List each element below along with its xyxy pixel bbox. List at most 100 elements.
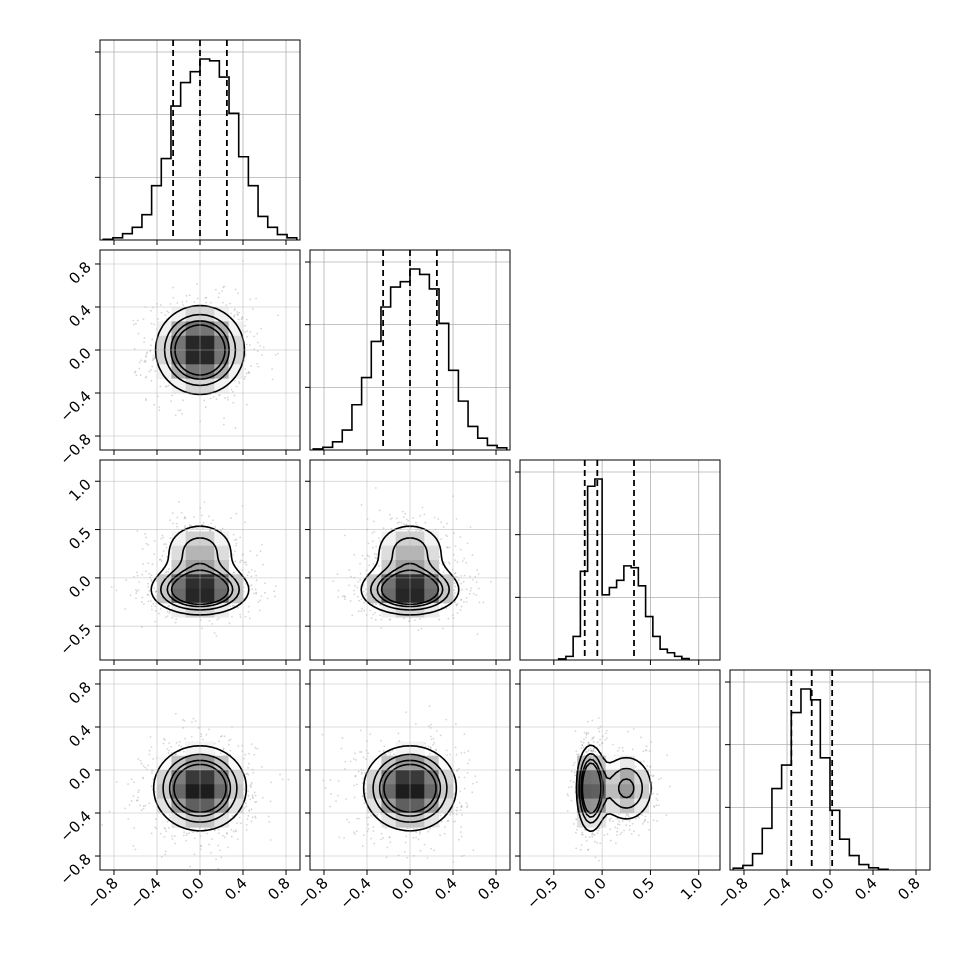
scatter-point [108, 810, 111, 813]
scatter-point [142, 318, 145, 320]
scatter-point [151, 608, 153, 611]
scatter-point [150, 309, 152, 312]
scatter-point [162, 536, 165, 539]
scatter-point [356, 586, 359, 589]
scatter-point [166, 820, 169, 823]
scatter-point [419, 618, 422, 620]
scatter-point [152, 778, 155, 781]
scatter-point [217, 844, 220, 847]
scatter-point [454, 592, 456, 595]
scatter-point [195, 283, 198, 286]
scatter-point [190, 735, 193, 738]
scatter-point [132, 795, 135, 797]
scatter-point [204, 406, 207, 408]
scatter-point [150, 322, 153, 325]
scatter-point [166, 615, 169, 617]
scatter-point [167, 605, 170, 607]
scatter-point [248, 617, 251, 620]
scatter-point [218, 849, 221, 851]
scatter-point [364, 792, 367, 795]
scatter-point [455, 603, 458, 606]
scatter-point [340, 747, 343, 750]
scatter-point [136, 319, 139, 322]
scatter-point [254, 816, 257, 819]
scatter-point [232, 390, 234, 393]
scatter-point [143, 341, 145, 344]
scatter-point [175, 753, 178, 756]
scatter-point [471, 791, 474, 794]
scatter-point [236, 838, 239, 841]
scatter-point [181, 304, 184, 306]
scatter-point [159, 558, 162, 561]
scatter-point [208, 620, 211, 622]
scatter-point [244, 521, 247, 524]
scatter-point [570, 799, 573, 802]
scatter-point [343, 837, 345, 839]
density-cell [395, 588, 411, 604]
scatter-point [367, 752, 369, 755]
scatter-point [178, 500, 180, 503]
scatter-point [235, 538, 238, 541]
scatter-point [261, 765, 263, 768]
scatter-point [460, 752, 463, 754]
scatter-point [190, 524, 193, 527]
scatter-point [235, 512, 238, 515]
pair-2-1-content [100, 250, 300, 450]
scatter-point [167, 751, 170, 754]
scatter-point [454, 820, 457, 823]
scatter-point [477, 573, 480, 575]
scatter-point [176, 516, 179, 519]
scatter-point [348, 569, 351, 571]
scatter-point [445, 749, 448, 752]
scatter-point [201, 523, 204, 526]
scatter-point [139, 804, 141, 807]
scatter-point [247, 790, 249, 793]
density-cell [200, 545, 215, 561]
scatter-point [456, 769, 459, 772]
scatter-point [130, 800, 133, 802]
scatter-point [344, 768, 346, 770]
scatter-point [338, 836, 341, 839]
hist-3-step-line [557, 478, 690, 660]
scatter-point [163, 826, 166, 829]
scatter-point [196, 297, 199, 300]
scatter-point [150, 344, 152, 347]
scatter-point [372, 830, 375, 832]
scatter-point [212, 395, 215, 398]
scatter-point [428, 752, 431, 755]
scatter-point [154, 605, 157, 608]
scatter-point [251, 781, 253, 784]
scatter-point [341, 737, 344, 739]
scatter-point [591, 751, 594, 753]
scatter-point [353, 831, 356, 834]
scatter-point [257, 601, 260, 603]
scatter-point [344, 760, 347, 763]
scatter-point [279, 773, 281, 776]
scatter-point [335, 800, 337, 803]
density-cell [200, 784, 215, 800]
scatter-point [223, 836, 226, 839]
density-cell [410, 784, 425, 800]
scatter-point [378, 537, 380, 540]
scatter-point [362, 834, 365, 837]
scatter-point [220, 735, 223, 737]
scatter-point [200, 844, 202, 847]
scatter-point [142, 563, 144, 566]
scatter-point [360, 771, 363, 774]
scatter-point [158, 406, 160, 409]
density-cell [171, 378, 187, 394]
scatter-point [445, 534, 447, 536]
density-cell [214, 321, 230, 337]
scatter-point [171, 837, 174, 840]
scatter-point [209, 851, 212, 854]
scatter-point [133, 348, 136, 350]
scatter-point [343, 595, 346, 597]
scatter-point [140, 762, 143, 765]
scatter-point [255, 591, 258, 594]
scatter-point [150, 379, 153, 382]
scatter-point [194, 720, 197, 723]
scatter-point [465, 588, 468, 591]
pair-panel-4-3 [519, 669, 721, 871]
scatter-point [389, 841, 392, 844]
scatter-point [467, 750, 470, 752]
